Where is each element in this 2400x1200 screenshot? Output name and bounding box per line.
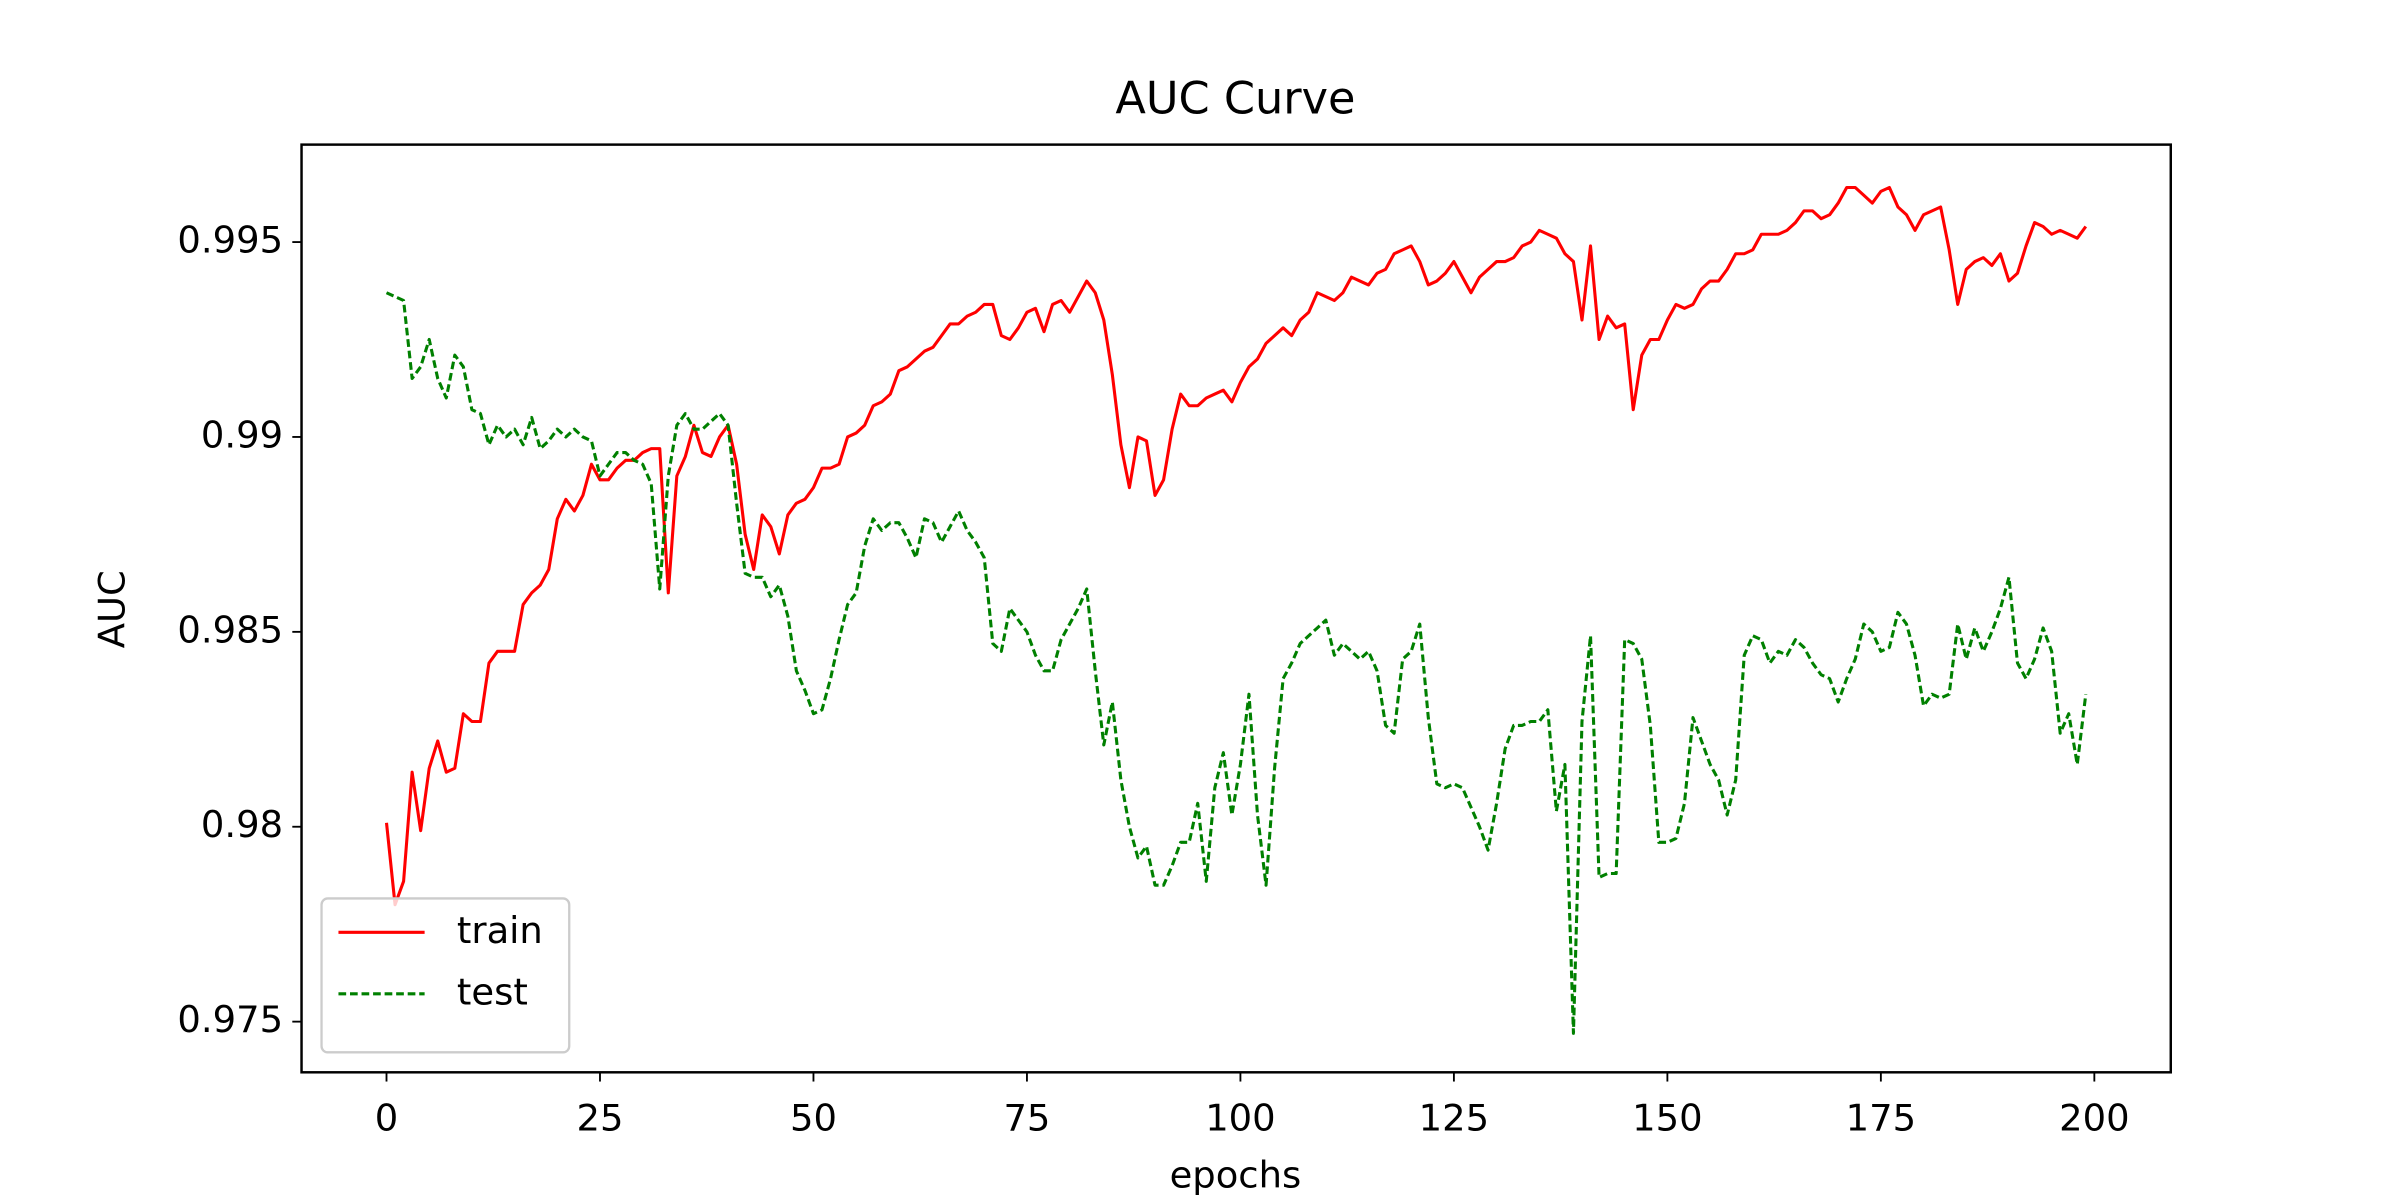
y-tick-label: 0.98 xyxy=(201,803,283,846)
chart-title: AUC Curve xyxy=(1115,73,1355,125)
series-line xyxy=(385,291,2088,1035)
plot-frame xyxy=(300,143,2172,1074)
series-line xyxy=(384,185,2088,907)
y-tick-label: 0.985 xyxy=(177,608,283,651)
y-tick-label: 0.99 xyxy=(201,413,283,456)
y-tick-label: 0.995 xyxy=(177,219,283,262)
x-tick-label: 100 xyxy=(1205,1097,1275,1140)
y-axis-label: AUC xyxy=(90,570,133,648)
x-tick-label: 175 xyxy=(1846,1097,1916,1140)
legend-label: test xyxy=(457,970,528,1013)
x-tick-label: 200 xyxy=(2059,1097,2129,1140)
x-axis-label: epochs xyxy=(1170,1153,1302,1196)
x-tick-label: 150 xyxy=(1632,1097,1702,1140)
x-tick-label: 25 xyxy=(576,1097,623,1140)
x-tick-label: 125 xyxy=(1419,1097,1489,1140)
y-tick-label: 0.975 xyxy=(177,998,283,1041)
legend-label: train xyxy=(457,909,543,952)
x-tick-label: 0 xyxy=(375,1097,398,1140)
legend-box xyxy=(320,897,571,1054)
x-tick-label: 50 xyxy=(790,1097,837,1140)
x-tick-label: 75 xyxy=(1003,1097,1050,1140)
